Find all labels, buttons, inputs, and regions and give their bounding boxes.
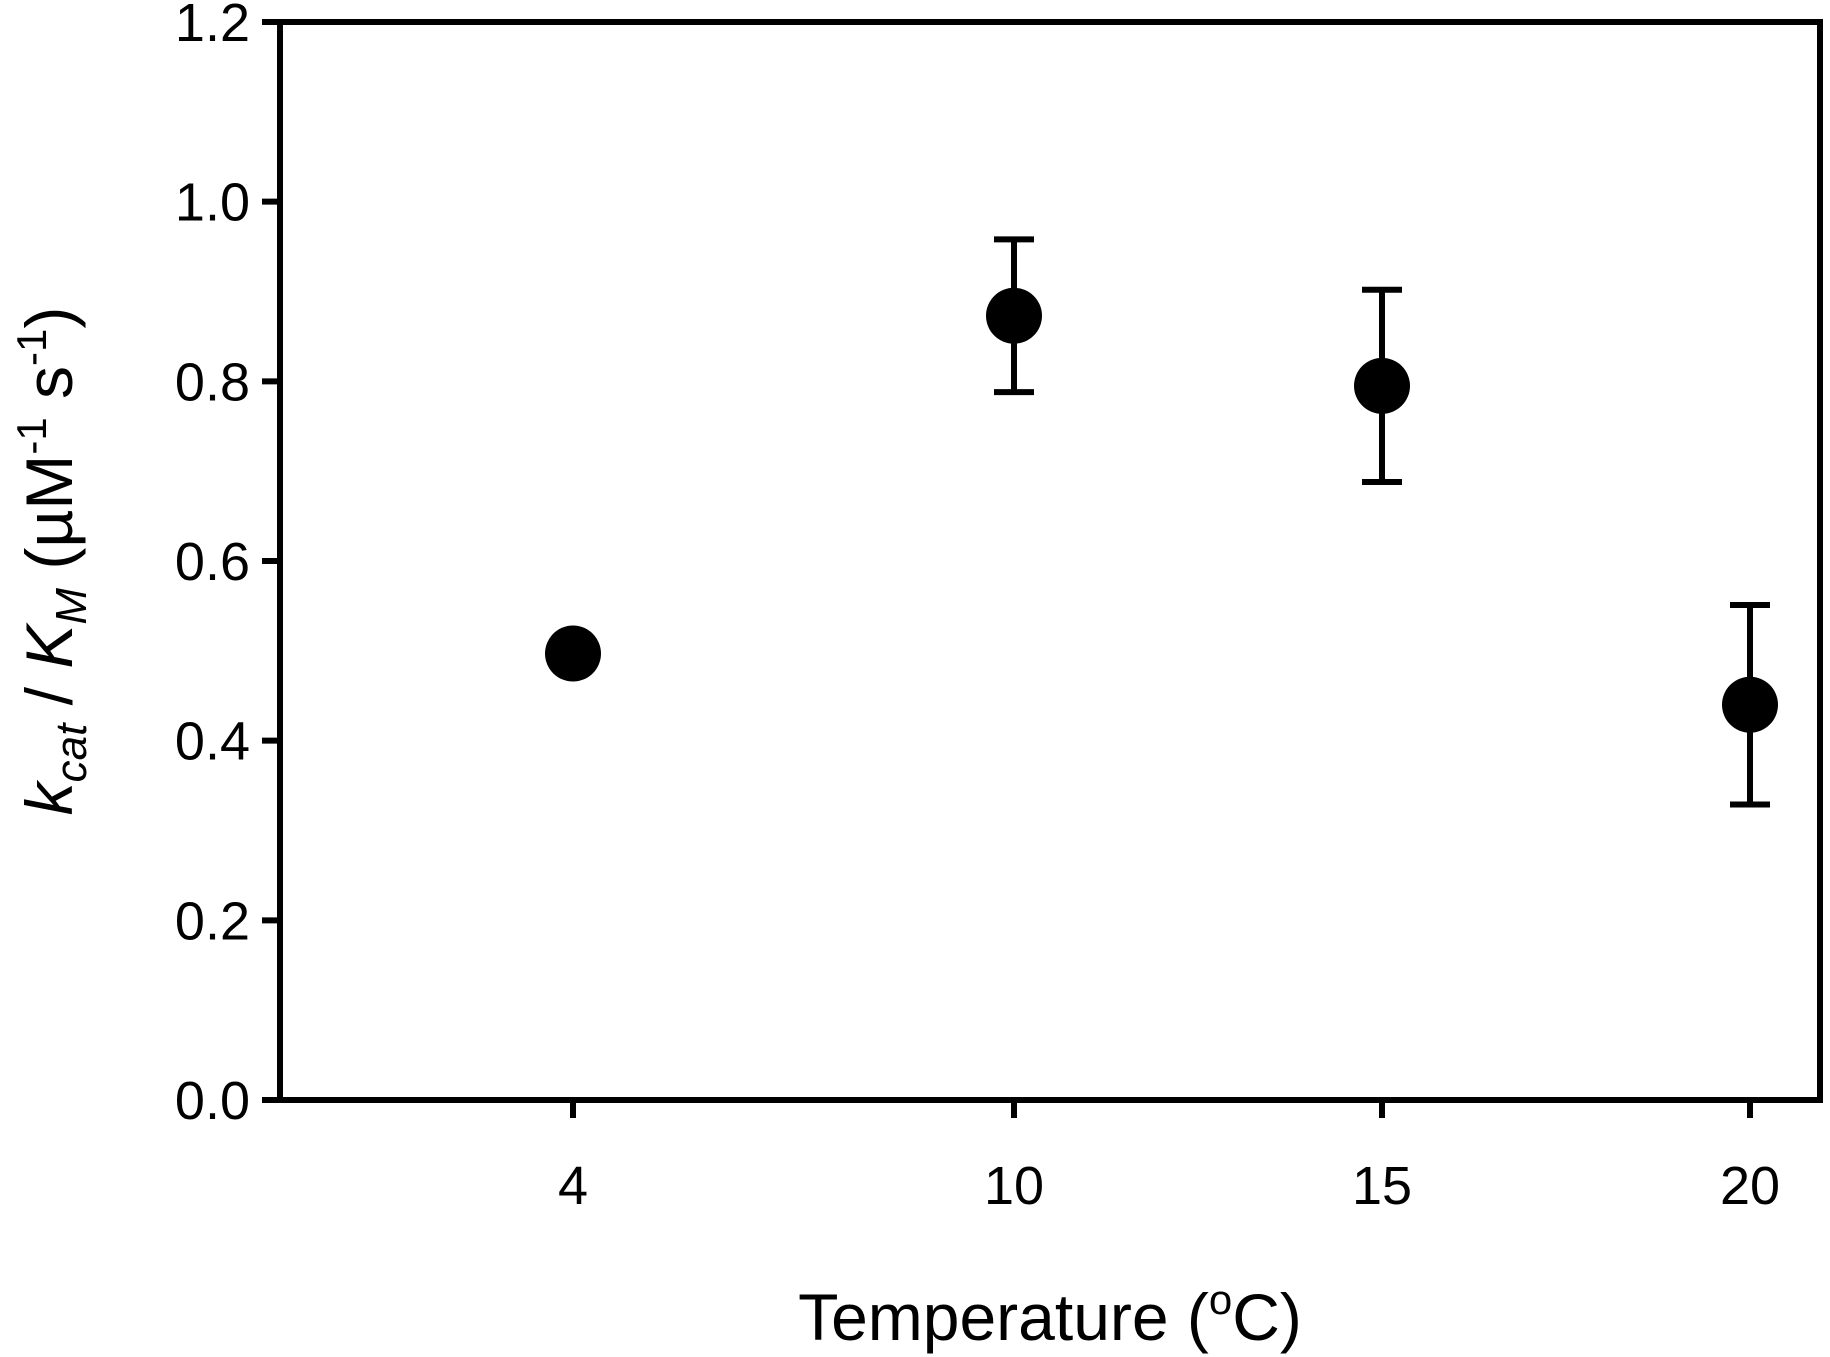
y-tick-label-1: 0.2 bbox=[175, 891, 250, 951]
y-tick-label-6: 1.2 bbox=[175, 0, 250, 53]
x-tick-label-0: 4 bbox=[558, 1156, 588, 1216]
plot-frame bbox=[277, 19, 1823, 1103]
y-tick-label-4: 0.8 bbox=[175, 352, 250, 412]
data-point-3 bbox=[1722, 676, 1778, 733]
x-tick-label-3: 20 bbox=[1720, 1156, 1780, 1216]
y-axis: 0.0 0.2 0.4 0.6 0.8 1.0 1.2 bbox=[175, 0, 280, 1131]
y-tick-label-2: 0.4 bbox=[175, 712, 250, 772]
y-tick-label-0: 0.0 bbox=[175, 1071, 250, 1131]
data-point-0 bbox=[545, 625, 601, 682]
y-axis-title: kcat / KM (µM-1 s-1) bbox=[8, 307, 96, 816]
x-tick-label-1: 10 bbox=[984, 1156, 1044, 1216]
y-tick-label-5: 1.0 bbox=[175, 173, 250, 233]
x-axis-title-sup: o bbox=[1209, 1276, 1232, 1323]
x-axis: 4 10 15 20 bbox=[558, 1100, 1780, 1216]
data-series bbox=[545, 236, 1778, 808]
data-point-2 bbox=[1354, 357, 1410, 414]
x-tick-label-2: 15 bbox=[1352, 1156, 1412, 1216]
data-point-1 bbox=[986, 287, 1042, 344]
x-axis-title: Temperature (oC) bbox=[798, 1276, 1302, 1354]
y-tick-label-3: 0.6 bbox=[175, 532, 250, 592]
